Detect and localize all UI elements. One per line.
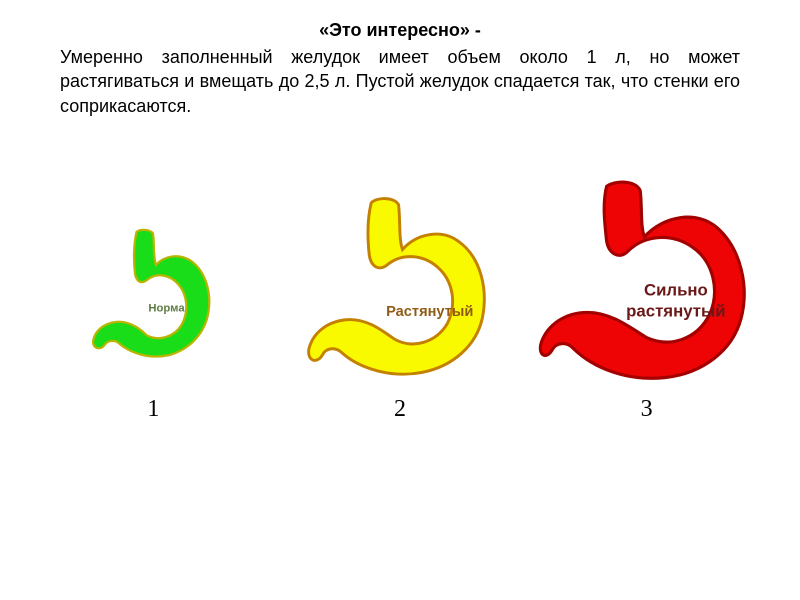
description-text: Умеренно заполненный желудок имеет объем… <box>0 45 800 118</box>
stomach-very-stretched-shape: Сильно растянутый <box>534 178 759 388</box>
stomach-normal-label: Норма <box>149 302 186 314</box>
stomach-very-stretched: Сильно растянутый 3 <box>533 178 760 423</box>
stomach-stretched-number: 2 <box>394 396 406 423</box>
stomach-diagram-row: Норма 1 Растянутый 2 Сильно растянутый 3 <box>0 118 800 423</box>
stomach-stretched-shape: Растянутый <box>303 193 498 388</box>
stomach-very-stretched-number: 3 <box>641 396 653 423</box>
page-title: «Это интересно» - <box>0 0 800 45</box>
stomach-stretched: Растянутый 2 <box>287 193 514 423</box>
stomach-very-stretched-label-line1: Сильно <box>644 280 708 299</box>
stomach-normal-shape: Норма <box>78 208 228 388</box>
stomach-normal: Норма 1 <box>40 208 267 423</box>
stomach-normal-number: 1 <box>147 396 159 423</box>
